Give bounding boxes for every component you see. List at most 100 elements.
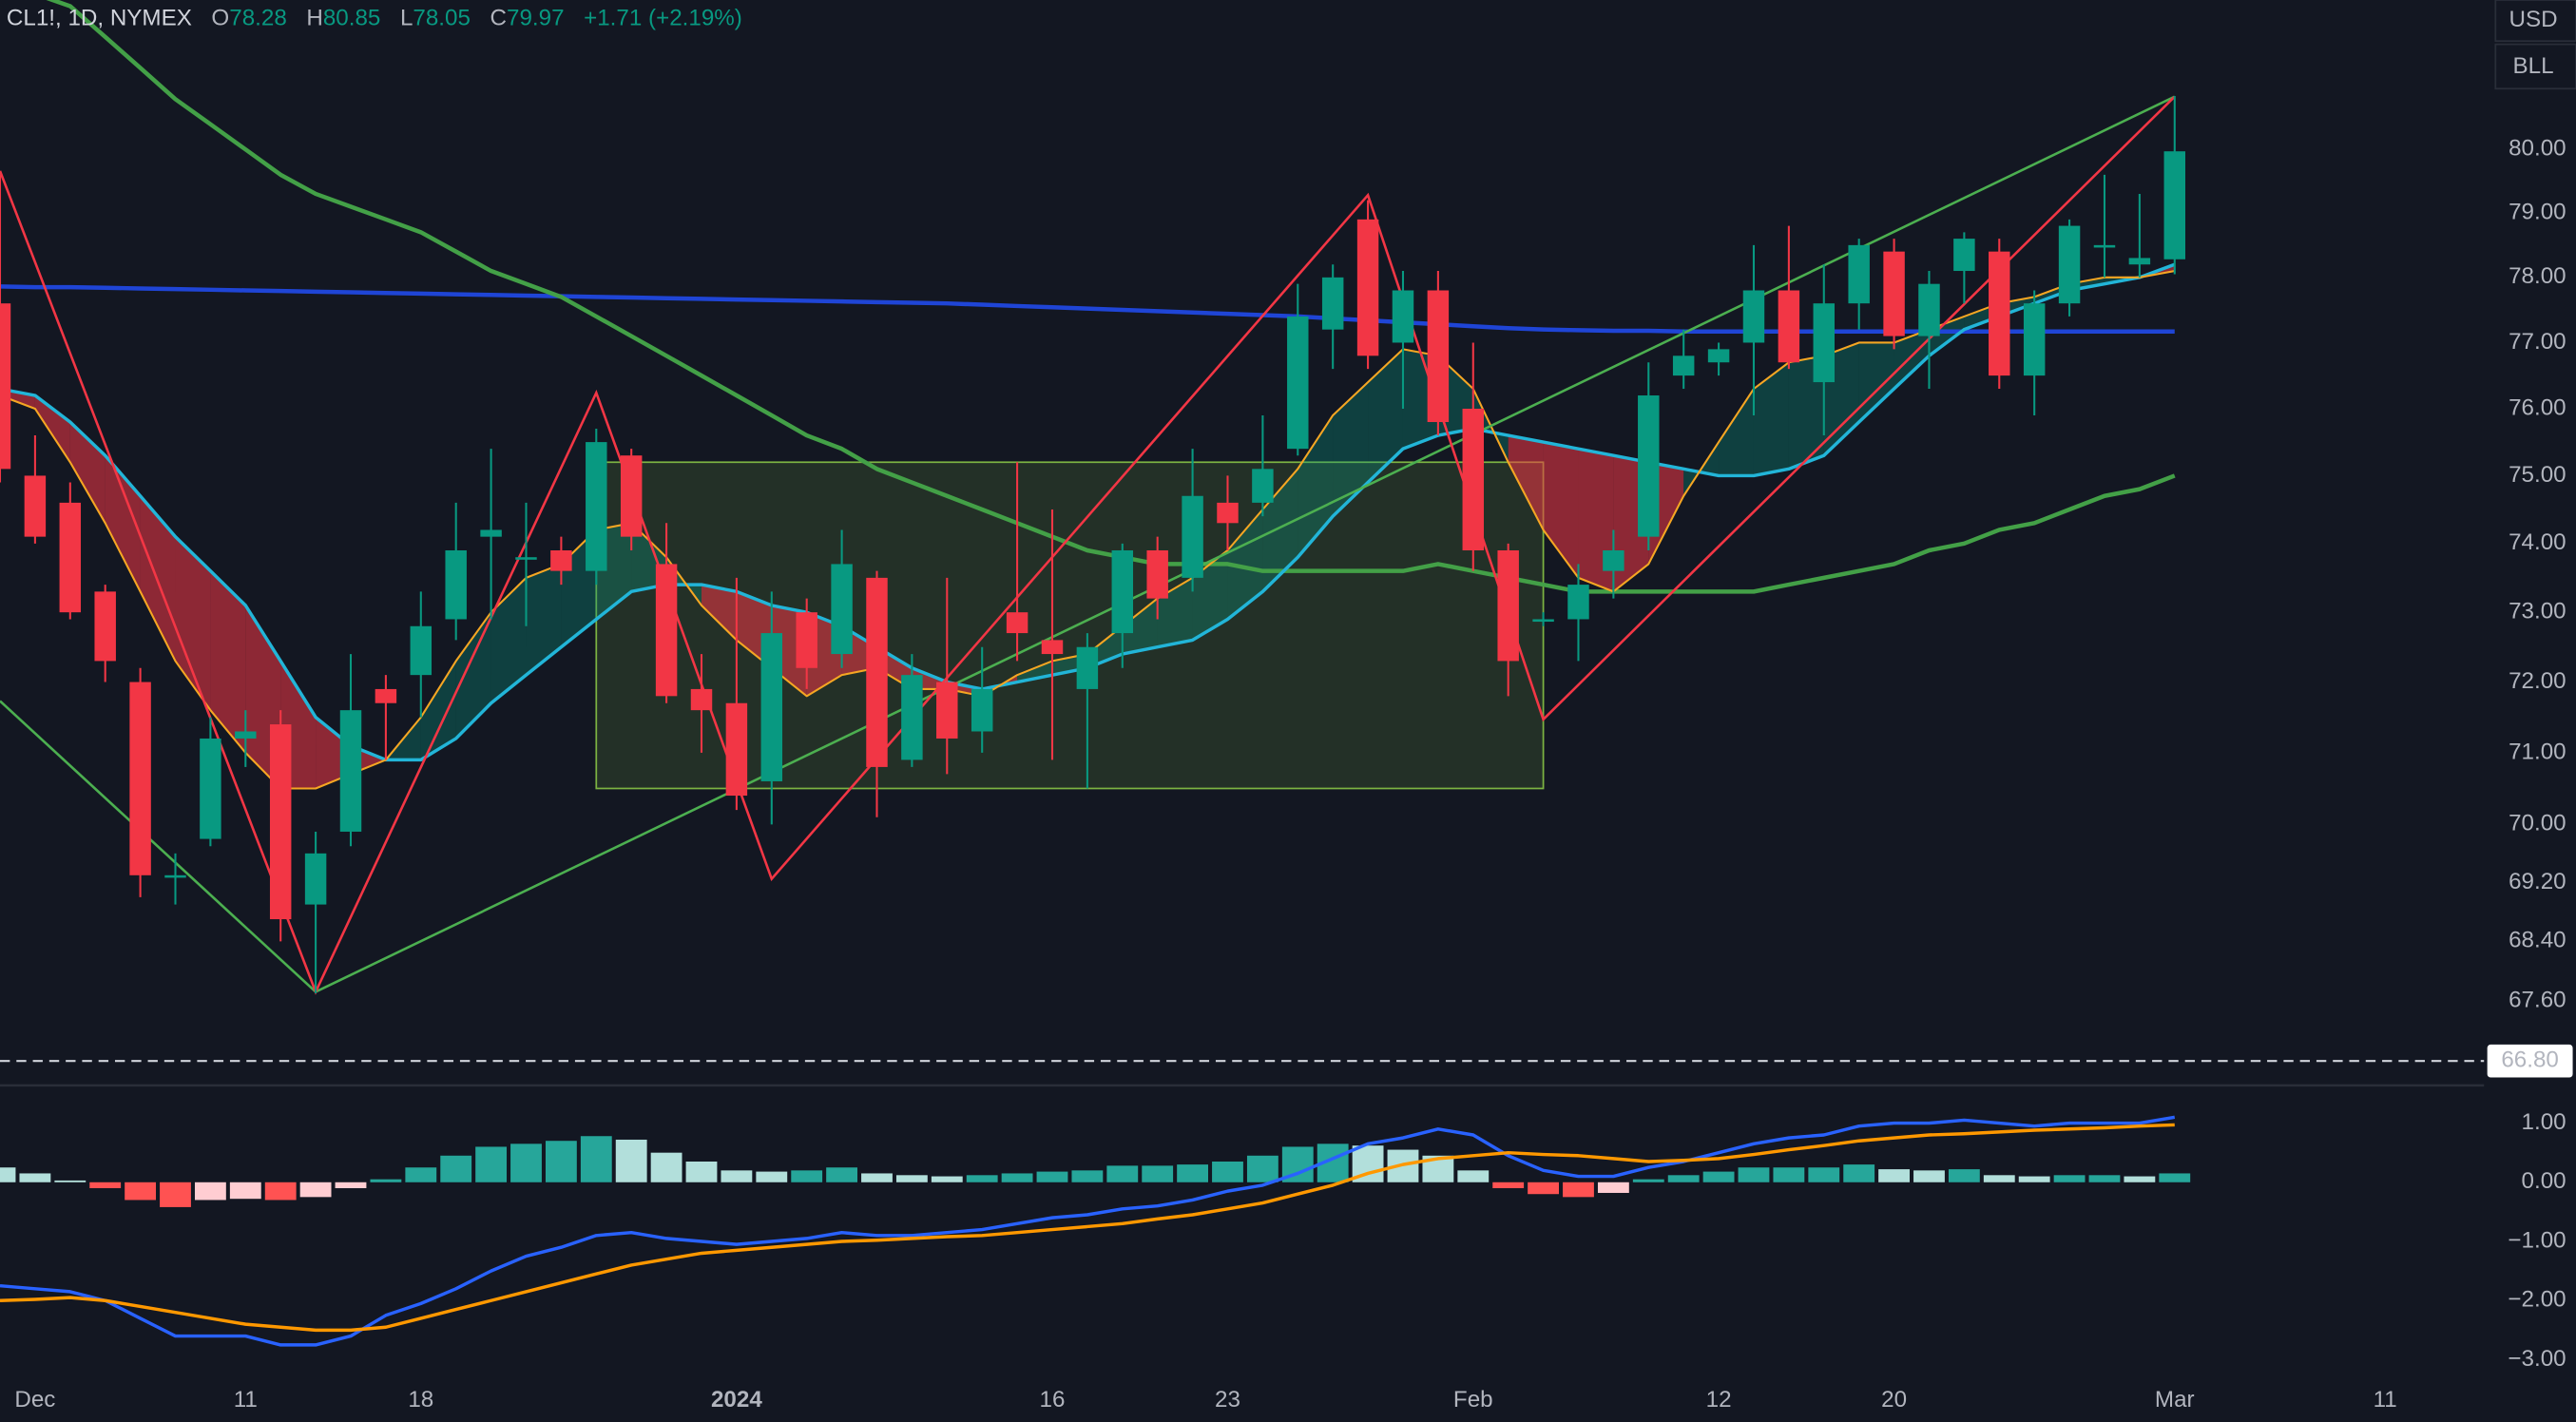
x-tick-label: Dec — [14, 1387, 55, 1412]
candle-body — [1953, 239, 1975, 272]
macd-pane — [0, 1115, 2191, 1347]
unit[interactable]: BLL — [2513, 53, 2554, 79]
candle-body — [1848, 244, 1870, 304]
candle-body — [1742, 290, 1765, 343]
histogram-bar — [89, 1182, 122, 1189]
candle-body — [1567, 585, 1589, 620]
histogram-bar — [826, 1167, 858, 1182]
ohlc-value: 80.85 — [323, 6, 381, 31]
histogram-bar — [1632, 1179, 1664, 1182]
histogram-bar — [1983, 1175, 2015, 1182]
y-tick-label: 80.00 — [2509, 136, 2566, 162]
histogram-bar — [1528, 1182, 1559, 1195]
y-tick-label: 78.00 — [2509, 263, 2566, 289]
histogram-bar — [1738, 1167, 1770, 1182]
histogram-bar — [54, 1180, 87, 1182]
unit-box[interactable] — [2494, 43, 2576, 90]
histogram-bar — [650, 1152, 682, 1182]
currency[interactable]: USD — [2509, 7, 2558, 32]
ribbon-fill — [1719, 389, 1754, 476]
histogram-bar — [160, 1182, 191, 1207]
candle-body — [59, 502, 82, 613]
candle-body — [971, 688, 993, 732]
x-tick-label: 18 — [408, 1387, 433, 1412]
histogram-bar — [1106, 1165, 1139, 1182]
candle-body — [304, 853, 327, 905]
candle-body — [1321, 277, 1344, 330]
macd-line — [0, 1123, 2175, 1333]
price-label: 66.80 — [2501, 1047, 2559, 1073]
histogram-bar — [861, 1173, 893, 1182]
histogram-bar — [229, 1182, 261, 1200]
ribbon-fill — [701, 585, 737, 641]
ribbon-fill — [105, 455, 141, 592]
candle-body — [2058, 225, 2081, 304]
histogram-bar — [335, 1182, 367, 1189]
x-tick-label: 23 — [1215, 1387, 1240, 1412]
histogram-bar — [931, 1176, 963, 1182]
candle-body — [164, 874, 186, 878]
y-tick-label: 70.00 — [2509, 811, 2566, 836]
y-tick-label: 0.00 — [2522, 1168, 2566, 1194]
candle-body — [410, 625, 433, 676]
ohlc-label: L — [400, 6, 413, 31]
candle-body — [1076, 646, 1099, 689]
price-pane — [0, 0, 2186, 995]
histogram-bar — [475, 1146, 508, 1182]
histogram-bar — [1001, 1173, 1033, 1182]
histogram-bar — [2124, 1176, 2156, 1182]
ohlc-label: C — [490, 6, 507, 31]
histogram-bar — [2018, 1176, 2050, 1182]
ribbon-fill — [1753, 362, 1789, 476]
ribbon-fill — [1858, 342, 1894, 423]
candle-body — [760, 633, 783, 781]
candle-body — [725, 702, 748, 797]
axes: 80.00 79.00 78.00 77.00 76.00 75.00 74.00 73.00… — [0, 136, 2573, 1412]
x-tick-label: 16 — [1040, 1387, 1066, 1412]
candle-body — [1252, 469, 1274, 503]
ribbon-fill — [1508, 435, 1544, 530]
candle-body — [1182, 495, 1203, 578]
candle-body — [1392, 290, 1414, 343]
y-tick-label: 73.00 — [2509, 599, 2566, 625]
histogram-bar — [580, 1136, 612, 1182]
candle-body — [901, 675, 923, 760]
histogram-bar — [1948, 1169, 1980, 1182]
candle-body — [1883, 251, 1905, 336]
candle-body — [831, 564, 853, 655]
histogram-bar — [19, 1173, 51, 1182]
candle-body — [200, 738, 221, 839]
candle-body — [1603, 550, 1624, 571]
ribbon-fill — [455, 612, 491, 739]
ribbon-fill — [420, 661, 456, 760]
histogram-bar — [264, 1182, 297, 1201]
histogram-bar — [756, 1171, 788, 1182]
histogram-bar — [895, 1175, 928, 1182]
candle-body — [2163, 151, 2186, 259]
histogram-bar — [1071, 1170, 1104, 1182]
candle-body — [1918, 283, 1940, 336]
x-tick-label: 20 — [1881, 1387, 1907, 1412]
legend-header: CL1!, 1D, NYMEX O78.28 H80.85 L78.05 C79… — [7, 6, 742, 31]
ribbon-fill — [210, 570, 246, 753]
ohlc-label: O — [211, 6, 229, 31]
y-tick-label: −2.00 — [2508, 1287, 2566, 1313]
x-tick-label: Mar — [2155, 1387, 2195, 1412]
ribbon-fill — [1543, 442, 1579, 578]
histogram-bar — [0, 1167, 16, 1182]
candle-body — [515, 557, 537, 560]
candle-body — [796, 612, 817, 668]
currency-box[interactable] — [2494, 0, 2576, 43]
ribbon-fill — [175, 536, 211, 711]
candle-body — [2023, 303, 2046, 376]
ohlc-value: 78.28 — [229, 6, 287, 31]
histogram-bar — [125, 1182, 157, 1201]
candle-body — [1217, 502, 1239, 524]
histogram-bar — [1457, 1170, 1490, 1182]
histogram-bar — [405, 1167, 437, 1182]
x-tick-label: Feb — [1453, 1387, 1493, 1412]
histogram-bar — [2053, 1175, 2086, 1182]
histogram-bar — [721, 1170, 753, 1182]
ohlc-value: 79.97 — [507, 6, 565, 31]
candle-body — [550, 550, 572, 571]
